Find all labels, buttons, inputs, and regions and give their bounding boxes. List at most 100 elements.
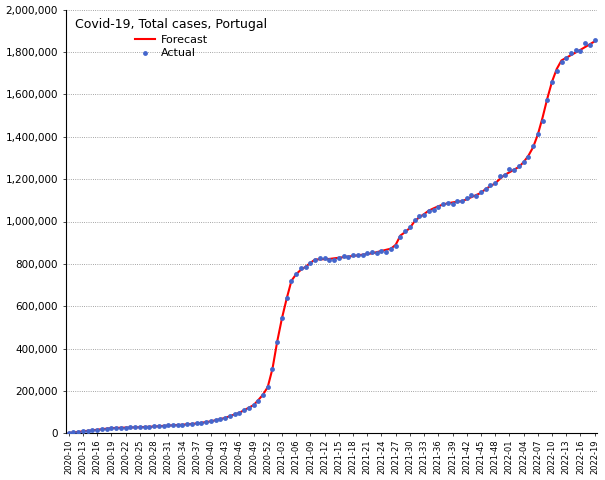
Actual <box>590 36 600 44</box>
Actual <box>64 429 74 437</box>
Actual <box>367 249 377 256</box>
Actual <box>178 421 188 429</box>
Actual <box>543 96 552 104</box>
Actual <box>296 264 306 272</box>
Actual <box>206 418 216 425</box>
Actual <box>282 294 292 302</box>
Actual <box>102 425 111 432</box>
Line: Forecast: Forecast <box>69 41 595 433</box>
Actual <box>329 256 339 264</box>
Actual <box>518 158 528 166</box>
Actual <box>481 185 491 193</box>
Actual <box>272 338 282 346</box>
Actual <box>320 254 330 262</box>
Actual <box>566 49 576 57</box>
Actual <box>315 254 325 262</box>
Actual <box>235 409 244 417</box>
Actual <box>192 420 201 427</box>
Actual <box>163 421 173 429</box>
Actual <box>106 424 116 432</box>
Actual <box>353 252 362 259</box>
Actual <box>230 410 240 418</box>
Actual <box>211 417 220 424</box>
Actual <box>348 251 358 259</box>
Actual <box>116 424 126 432</box>
Legend: Forecast, Actual: Forecast, Actual <box>72 15 270 61</box>
Actual <box>471 192 481 200</box>
Actual <box>168 421 178 429</box>
Actual <box>88 426 97 434</box>
Actual <box>292 270 301 277</box>
Actual <box>528 143 538 150</box>
Actual <box>244 404 253 412</box>
Actual <box>121 424 131 432</box>
Actual <box>310 256 320 264</box>
Actual <box>410 216 419 224</box>
Actual <box>68 429 78 436</box>
Actual <box>495 172 505 180</box>
Forecast <box>65 430 73 436</box>
Actual <box>377 247 387 255</box>
Actual <box>381 249 391 256</box>
Actual <box>111 424 121 432</box>
Actual <box>135 423 145 431</box>
Actual <box>509 166 519 173</box>
Actual <box>215 415 225 423</box>
Actual <box>405 223 415 231</box>
Actual <box>154 422 163 430</box>
Actual <box>575 48 585 55</box>
Actual <box>197 419 206 427</box>
Actual <box>476 188 486 195</box>
Actual <box>362 250 372 257</box>
Forecast <box>444 200 451 206</box>
Actual <box>97 425 106 433</box>
Actual <box>173 421 183 429</box>
Actual <box>505 165 514 173</box>
Actual <box>187 420 197 428</box>
Forecast <box>359 252 366 258</box>
Actual <box>533 131 543 138</box>
Actual <box>83 427 93 434</box>
Actual <box>490 179 500 187</box>
Actual <box>419 211 429 218</box>
Actual <box>145 423 154 431</box>
Actual <box>585 42 595 49</box>
Forecast <box>572 49 580 55</box>
Actual <box>339 252 348 260</box>
Actual <box>239 407 249 414</box>
Actual <box>73 428 83 436</box>
Actual <box>486 181 495 189</box>
Actual <box>372 249 382 257</box>
Actual <box>277 314 287 322</box>
Actual <box>182 420 192 428</box>
Actual <box>500 171 509 179</box>
Actual <box>344 253 353 261</box>
Actual <box>571 47 581 54</box>
Actual <box>557 58 566 65</box>
Actual <box>149 422 159 430</box>
Actual <box>457 197 467 204</box>
Actual <box>414 212 424 220</box>
Actual <box>561 54 571 62</box>
Actual <box>448 200 457 208</box>
Actual <box>93 426 102 433</box>
Actual <box>453 197 462 204</box>
Actual <box>514 162 524 169</box>
Actual <box>462 194 471 202</box>
Actual <box>547 78 557 85</box>
Forecast <box>473 192 480 198</box>
Actual <box>287 277 296 285</box>
Actual <box>225 412 235 420</box>
Actual <box>267 365 277 373</box>
Forecast <box>250 402 257 408</box>
Actual <box>552 67 561 75</box>
Actual <box>263 384 273 391</box>
Actual <box>301 263 310 271</box>
Actual <box>538 117 548 124</box>
Forecast <box>591 38 598 44</box>
Actual <box>220 414 230 422</box>
Actual <box>258 391 268 398</box>
Forecast <box>420 211 428 217</box>
Actual <box>201 418 211 426</box>
Actual <box>358 251 367 258</box>
